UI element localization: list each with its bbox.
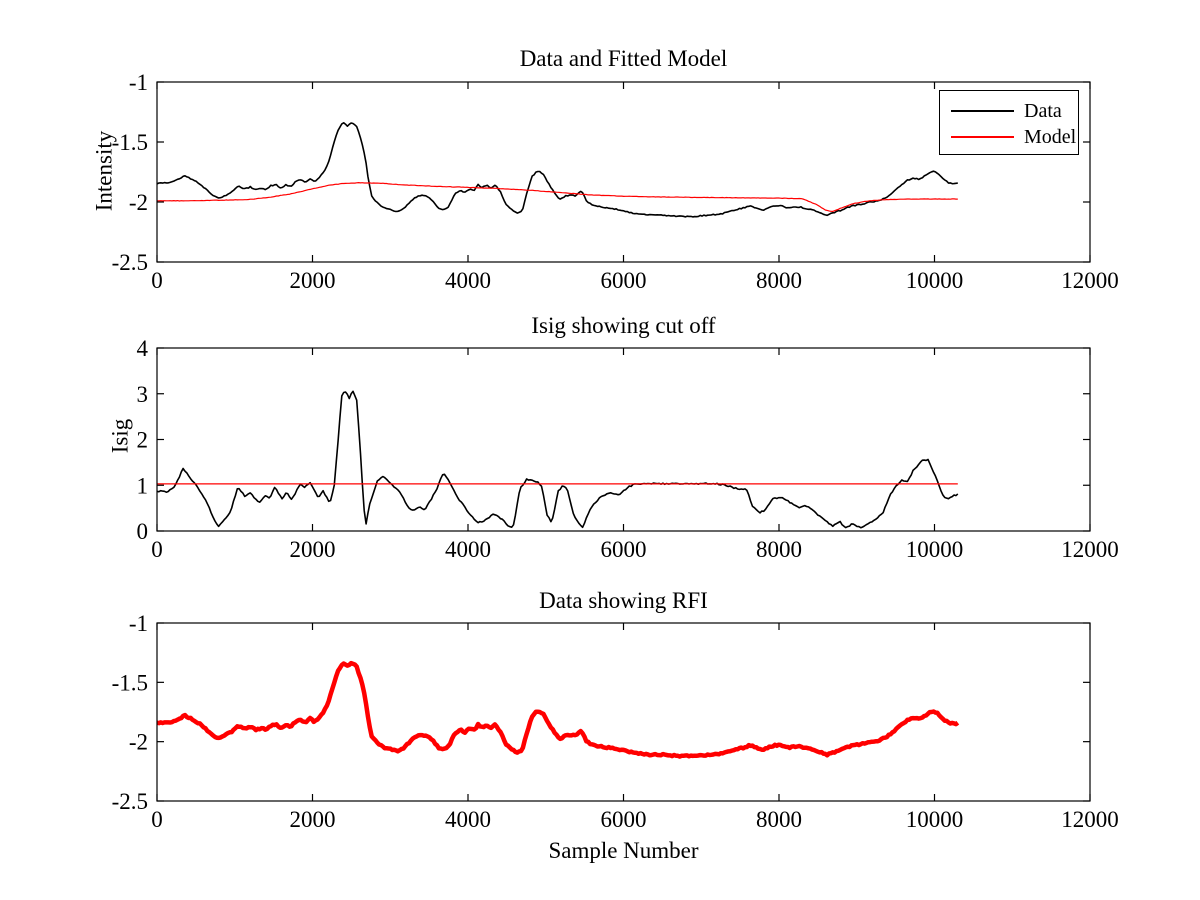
x-tick-label: 2000 <box>290 807 336 832</box>
x-tick-label: 0 <box>151 268 163 293</box>
x-tick-label: 8000 <box>756 537 802 562</box>
plot2-series-isig <box>156 390 959 529</box>
plot2-ylabel: Isig <box>107 418 133 454</box>
plot1-ylabel: Intensity <box>91 130 117 212</box>
legend-item-model: Model <box>940 124 1078 150</box>
plot1-series-model <box>156 182 958 212</box>
y-tick-label: -2.5 <box>112 250 148 275</box>
y-tick-label: -2 <box>129 190 148 215</box>
x-tick-label: 10000 <box>906 537 964 562</box>
x-tick-label: 8000 <box>756 807 802 832</box>
x-tick-label: 6000 <box>601 268 647 293</box>
x-tick-label: 0 <box>151 807 163 832</box>
plot1-series-data <box>156 122 958 218</box>
y-tick-label: -2.5 <box>112 789 148 814</box>
legend-line-model-swatch <box>951 136 1014 138</box>
y-tick-label: 0 <box>137 519 149 544</box>
plot3-frame <box>156 622 1091 802</box>
y-tick-label: -1 <box>129 611 148 636</box>
legend-item-data: Data <box>940 98 1078 124</box>
y-tick-label: 2 <box>137 428 149 453</box>
y-tick-label: -1 <box>129 70 148 95</box>
plot3-xlabel: Sample Number <box>548 838 699 863</box>
y-tick-label: -2 <box>129 730 148 755</box>
legend-label-data: Data <box>1024 100 1062 122</box>
x-tick-label: 0 <box>151 537 163 562</box>
y-tick-label: 1 <box>137 473 149 498</box>
y-tick-label: 3 <box>137 382 149 407</box>
x-tick-label: 10000 <box>906 807 964 832</box>
x-tick-label: 4000 <box>445 268 491 293</box>
y-tick-label: -1.5 <box>112 670 148 695</box>
x-tick-label: 4000 <box>445 807 491 832</box>
y-tick-label: 4 <box>137 336 149 361</box>
x-tick-label: 4000 <box>445 537 491 562</box>
plot1-title: Data and Fitted Model <box>519 46 728 71</box>
x-tick-label: 10000 <box>906 268 964 293</box>
x-tick-label: 12000 <box>1061 537 1119 562</box>
x-tick-label: 6000 <box>601 807 647 832</box>
x-tick-label: 2000 <box>290 268 336 293</box>
legend-label-model: Model <box>1024 126 1077 148</box>
x-tick-label: 12000 <box>1061 807 1119 832</box>
legend-line-data-swatch <box>951 110 1014 112</box>
y-tick-label: -1.5 <box>112 130 148 155</box>
plot3-title: Data showing RFI <box>539 588 708 613</box>
legend: Data Model <box>939 90 1079 155</box>
plot2-title: Isig showing cut off <box>531 313 716 338</box>
x-tick-label: 8000 <box>756 268 802 293</box>
x-tick-label: 2000 <box>290 537 336 562</box>
x-tick-label: 12000 <box>1061 268 1119 293</box>
plot3-series-data-with-rfi <box>156 660 960 759</box>
plot2-frame <box>156 347 1091 532</box>
x-tick-label: 6000 <box>601 537 647 562</box>
